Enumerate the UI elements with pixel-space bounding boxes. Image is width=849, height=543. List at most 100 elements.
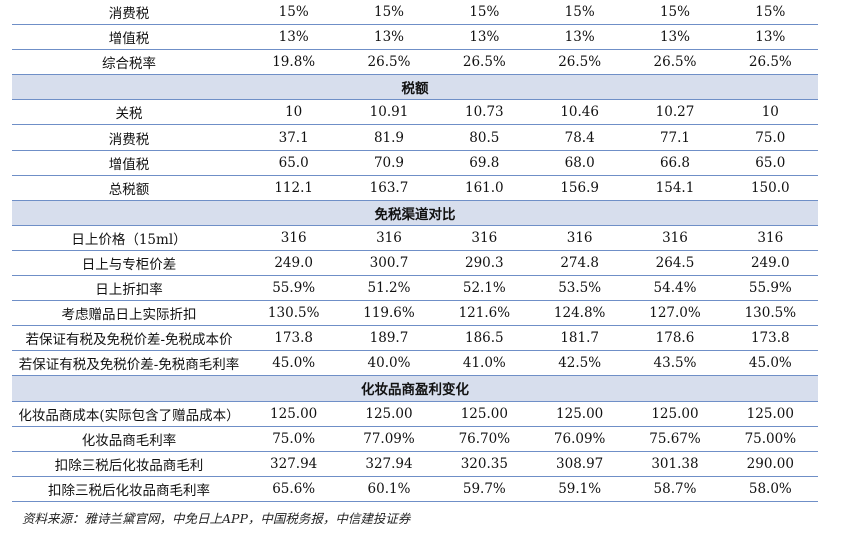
table-cell: 125.00: [746, 405, 794, 422]
row-label: 若保证有税及免税价差-免税商毛利率: [18, 357, 240, 374]
table-cell: 290.3: [464, 254, 504, 271]
row-label: 日上与专柜价差: [81, 256, 177, 273]
table-cell: 13%: [659, 29, 690, 46]
table-cell: 327.94: [365, 455, 413, 472]
table-cell: 65.0: [755, 154, 786, 171]
table-cell: 42.5%: [558, 355, 602, 372]
row-label: 扣除三税后化妆品商毛利: [54, 457, 204, 474]
table-cell: 52.1%: [462, 280, 506, 297]
table-cell: 150.0: [750, 179, 790, 196]
table-cell: 80.5: [469, 129, 500, 146]
table-cell: 65.0: [278, 154, 309, 171]
table-cell: 26.5%: [462, 54, 506, 71]
table-row: 日上折扣率 55.9% 51.2% 52.1% 53.5% 54.4% 55.9%: [12, 276, 818, 302]
table-cell: 112.1: [274, 179, 313, 196]
table-cell: 15%: [659, 4, 690, 21]
table-row: 化妆品商成本(实际包含了赠品成本） 125.00 125.00 125.00 125.0…: [12, 402, 818, 427]
table-cell: 316: [662, 229, 688, 246]
table-row: 若保证有税及免税价差-免税商毛利率 45.0% 40.0% 41.0% 42.5% 43.…: [12, 351, 818, 377]
table-cell: 173.8: [750, 330, 790, 347]
table-cell: 290.00: [746, 455, 794, 472]
table-cell: 76.09%: [553, 430, 606, 447]
table-cell: 40.0%: [367, 355, 411, 372]
source-note: 资料来源：雅诗兰黛官网，中免日上APP，中国税务报，中信建投证券: [22, 511, 411, 526]
row-label: 综合税率: [102, 56, 156, 73]
table-row: 综合税率 19.8% 26.5% 26.5% 26.5% 26.5% 26.5%: [12, 50, 818, 76]
table-row: 消费税 37.1 81.9 80.5 78.4 77.1 75.0: [12, 125, 818, 151]
row-label: 增值税: [108, 156, 150, 173]
table-cell: 121.6%: [458, 305, 511, 322]
table-cell: 77.1: [659, 129, 690, 146]
table-cell: 249.0: [750, 254, 790, 271]
row-label: 关税: [115, 106, 143, 123]
table-row: 关税 10 10.91 10.73 10.46 10.27 10: [12, 100, 818, 126]
table-cell: 45.0%: [748, 355, 792, 372]
table-cell: 76.70%: [458, 430, 511, 447]
table-cell: 43.5%: [653, 355, 697, 372]
section-header: 免税渠道对比: [12, 200, 818, 226]
table-cell: 26.5%: [367, 54, 411, 71]
row-label: 扣除三税后化妆品商毛利率: [48, 482, 210, 499]
table-cell: 130.5%: [744, 305, 797, 322]
table-cell: 316: [376, 229, 402, 246]
table-row: 考虑赠品日上实际折扣 130.5% 119.6% 121.6% 124.8% 127.0%…: [12, 301, 818, 327]
table-cell: 274.8: [560, 254, 599, 271]
table-cell: 178.6: [655, 330, 695, 347]
table-cell: 320.35: [460, 455, 508, 472]
table-cell: 316: [280, 229, 307, 246]
table-cell: 10.46: [560, 104, 599, 121]
table-cell: 70.9: [373, 154, 405, 171]
table-cell: 55.9%: [272, 280, 316, 297]
table-cell: 10.73: [464, 104, 504, 121]
table-cell: 127.0%: [649, 305, 701, 322]
table-row: 消费税 15% 15% 15% 15% 15% 15%: [12, 0, 818, 26]
table-cell: 161.0: [464, 179, 504, 196]
row-label: 考虑赠品日上实际折扣: [61, 307, 197, 324]
table-cell: 54.4%: [653, 280, 697, 297]
table-cell: 60.1%: [367, 480, 411, 497]
table-cell: 66.8: [659, 154, 690, 171]
table-row: 日上价格（15ml） 316 316 316 316 316 316: [12, 226, 818, 251]
table-cell: 59.7%: [462, 480, 506, 497]
table-cell: 59.1%: [558, 480, 602, 497]
table-cell: 189.7: [369, 330, 409, 347]
row-label: 若保证有税及免税价差-免税成本价: [25, 332, 233, 349]
table-cell: 119.6%: [363, 305, 415, 322]
table-cell: 181.7: [560, 330, 599, 347]
table-cell: 37.1: [278, 129, 309, 146]
row-label: 消费税: [108, 6, 150, 23]
table-row: 若保证有税及免税价差-免税成本价 173.8 189.7 186.5 181.7 178.…: [12, 326, 818, 352]
table-row: 扣除三税后化妆品商毛利率 65.6% 60.1% 59.7% 59.1% 58.7% 58.…: [12, 477, 818, 502]
table-cell: 156.9: [560, 179, 599, 196]
table-cell: 26.5%: [748, 54, 792, 71]
table-cell: 264.5: [655, 254, 695, 271]
table-cell: 13%: [755, 29, 786, 46]
table-cell: 130.5%: [267, 305, 320, 322]
tax-comparison-table: 消费税 15% 15% 15% 15% 15% 15% 增值税 13% 13% 13% 13% 13% 1…: [12, 0, 818, 502]
row-label: 消费税: [108, 131, 150, 148]
table-row: 日上与专柜价差 249.0 300.7 290.3 274.8 264.5 249.0: [12, 251, 818, 277]
row-label: 日上价格（15ml）: [71, 231, 187, 248]
table-cell: 124.8%: [553, 305, 606, 322]
table-cell: 53.5%: [558, 280, 602, 297]
table-cell: 15%: [469, 4, 500, 21]
table-cell: 19.8%: [272, 54, 316, 71]
table-row: 总税额 112.1 163.7 161.0 156.9 154.1 150.0: [12, 176, 818, 201]
row-label: 增值税: [108, 31, 150, 48]
row-label: 化妆品商成本(实际包含了赠品成本）: [18, 407, 240, 424]
table-cell: 13%: [469, 29, 500, 46]
table-cell: 75.0: [755, 129, 786, 146]
table-row: 增值税 13% 13% 13% 13% 13% 13%: [12, 25, 818, 51]
table-cell: 125.00: [270, 405, 318, 422]
table-cell: 125.00: [651, 405, 699, 422]
table-cell: 75.0%: [272, 430, 316, 447]
table-cell: 316: [566, 229, 593, 246]
table-row: 增值税 65.0 70.9 69.8 68.0 66.8 65.0: [12, 151, 818, 176]
row-label: 日上折扣率: [95, 282, 163, 299]
table-cell: 125.00: [365, 405, 413, 422]
table-cell: 186.5: [464, 330, 504, 347]
table-row: 扣除三税后化妆品商毛利 327.94 327.94 320.35 308.97 301.3…: [12, 452, 818, 477]
table-cell: 10.91: [369, 104, 409, 121]
table-row: 化妆品商毛利率 75.0% 77.09% 76.70% 76.09% 75.67% 75.0…: [12, 427, 818, 452]
table-cell: 316: [471, 229, 498, 246]
